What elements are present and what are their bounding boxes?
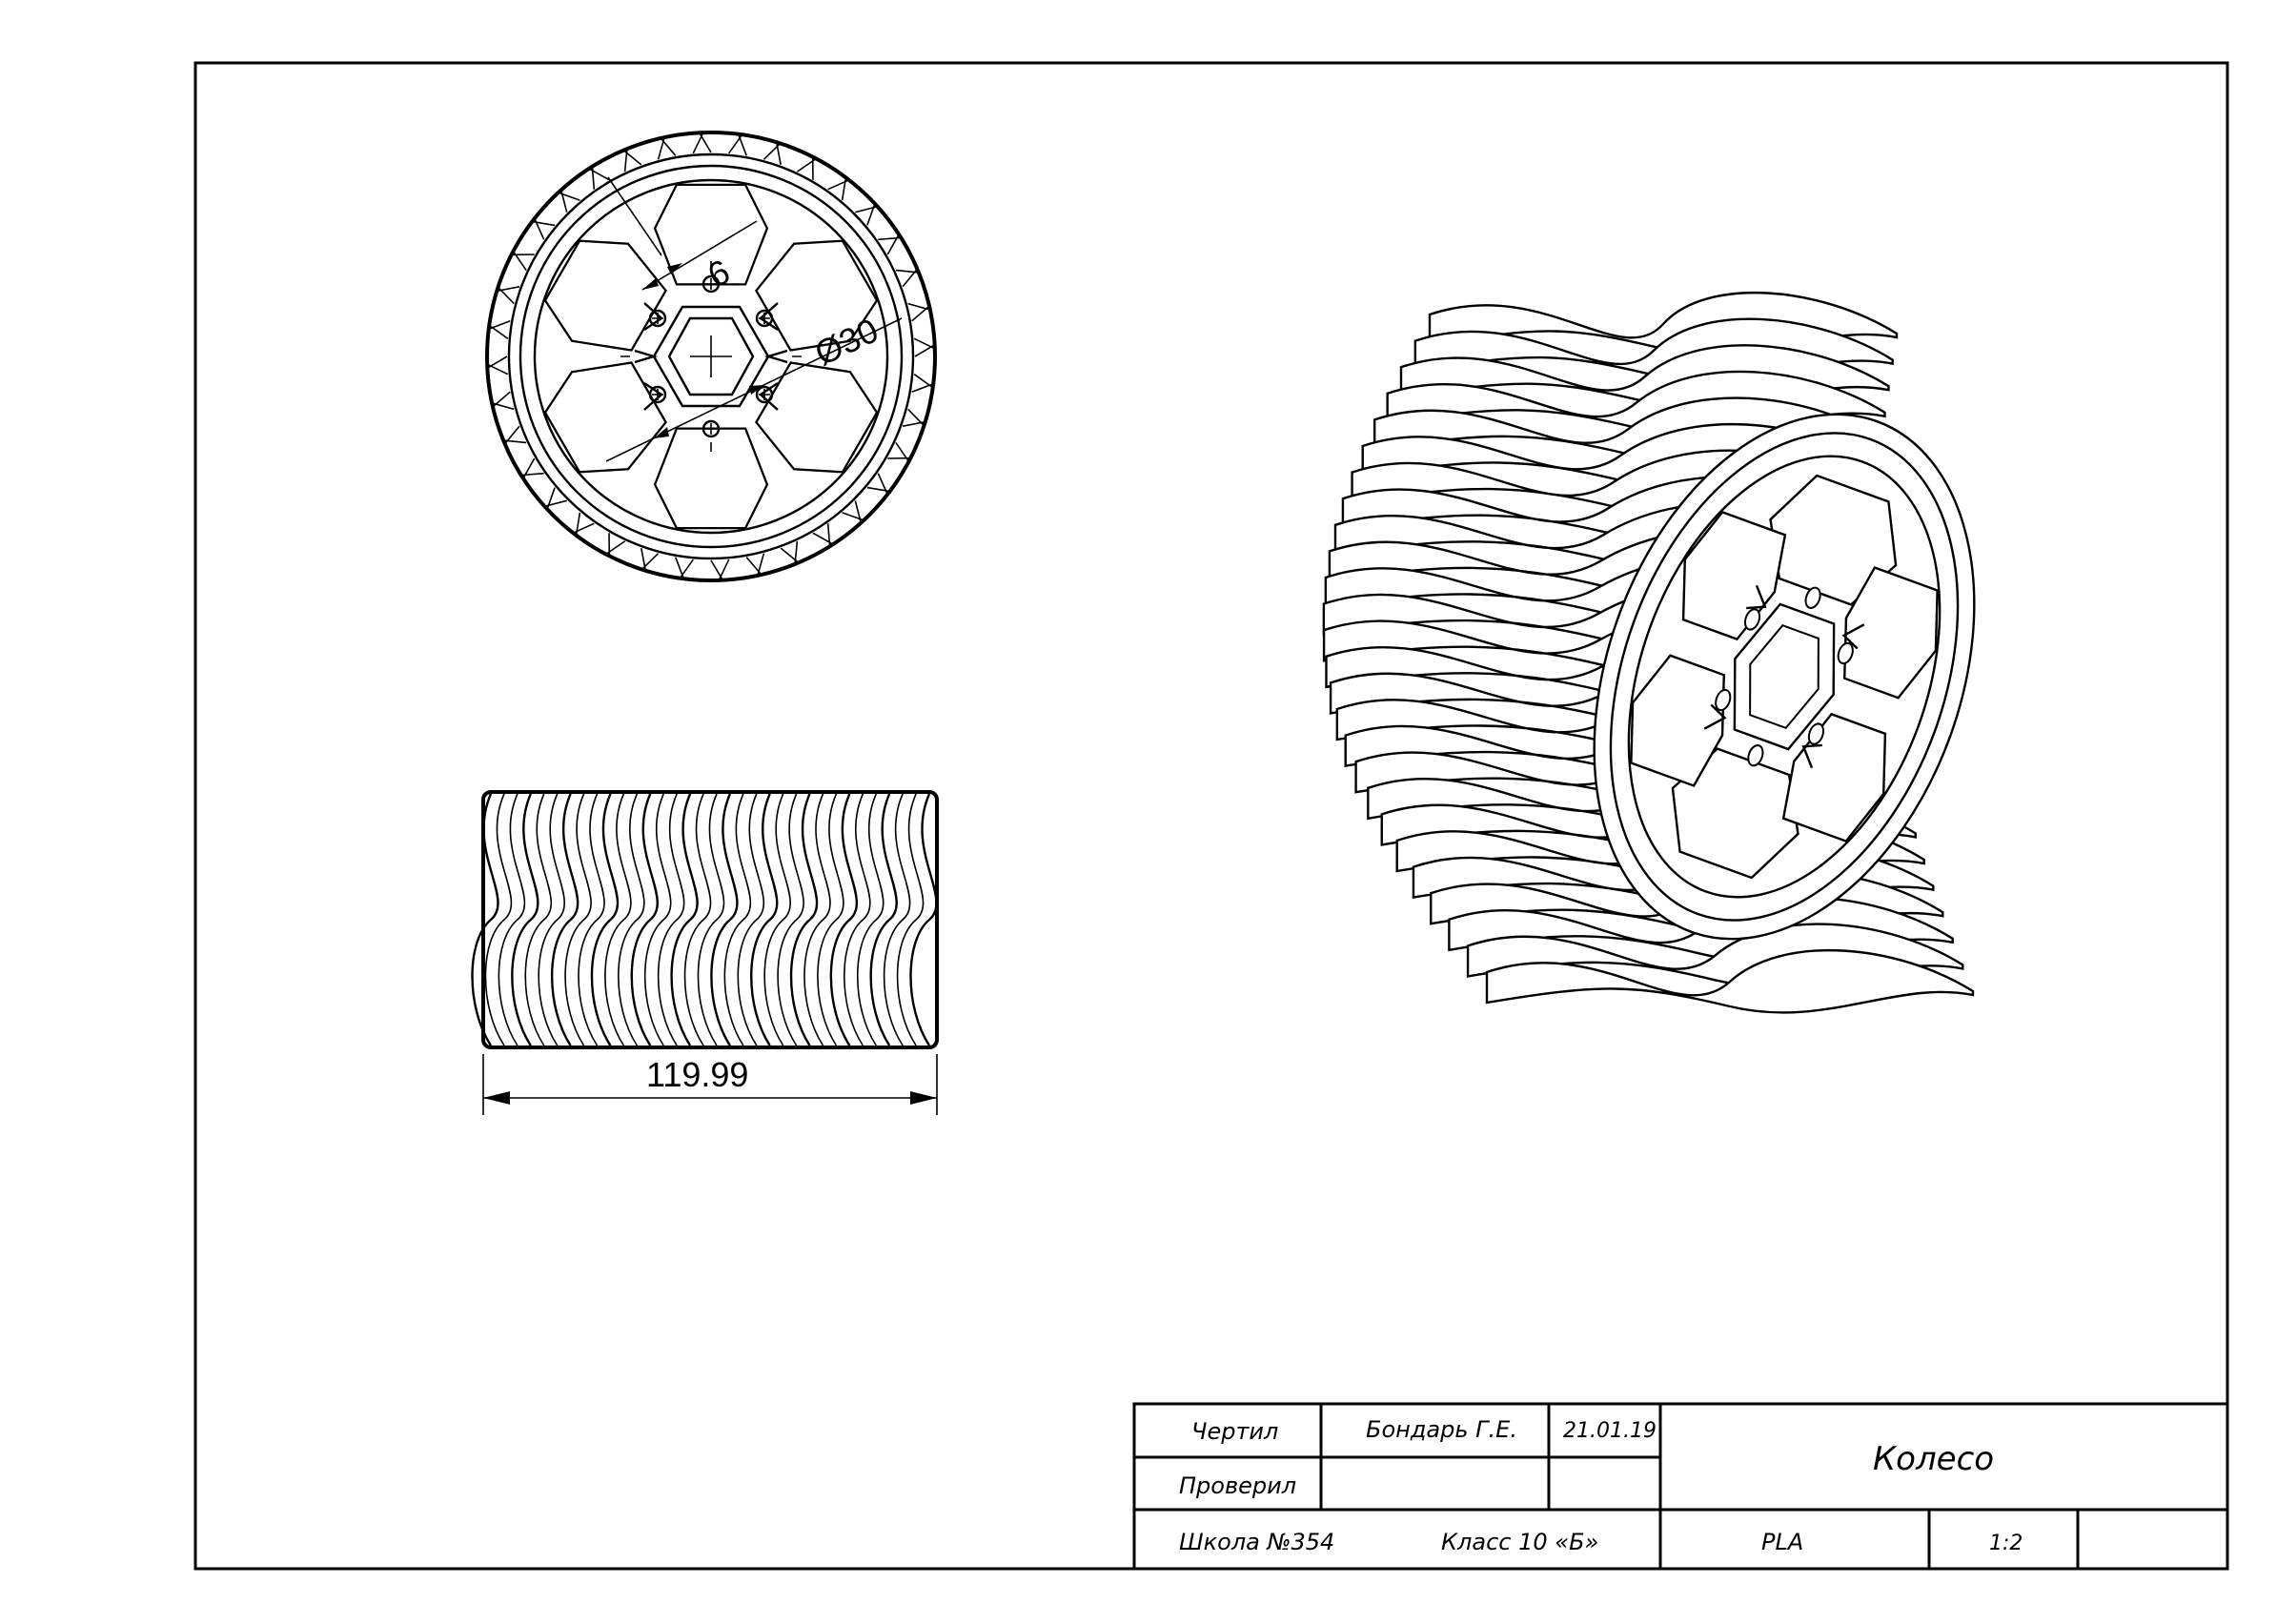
dimension-diameter: Ø30: [809, 311, 884, 374]
hub-hex-outer: [652, 305, 770, 408]
tread-wave-line: [604, 793, 632, 1046]
tread-wave-line: [630, 793, 659, 1046]
tread-wave-line: [817, 793, 844, 1046]
tread-wave-line: [737, 793, 765, 1046]
tread-fin: [1485, 948, 1975, 1014]
tread-wave-line: [670, 793, 699, 1046]
tread-wave-line: [471, 793, 499, 1046]
tread-wave-line: [883, 793, 911, 1046]
tread-wave-line: [498, 793, 526, 1046]
tread-wave-line: [750, 793, 779, 1046]
tread-wave-line: [777, 793, 804, 1046]
tread-outline: [481, 790, 939, 1049]
checked-label: Проверил: [1179, 1472, 1296, 1499]
iso-rim-inner: [1609, 432, 1960, 922]
tread-wave-line: [857, 793, 884, 1046]
tread-outer-circle: [485, 131, 937, 582]
tread-wave-line: [524, 793, 553, 1046]
tread-wave-line: [578, 793, 605, 1046]
class-name: Класс 10 «Б»: [1441, 1529, 1598, 1555]
tread-wave-line: [618, 793, 645, 1046]
tread-wave-line: [551, 793, 579, 1046]
hub-hex-inner: [667, 316, 755, 396]
tread-wave-line: [803, 793, 831, 1046]
tread-wave-line: [590, 793, 620, 1046]
title-block: [1132, 1402, 2229, 1571]
drawing-date: 21.01.19: [1563, 1419, 1657, 1443]
tread-wave-line: [564, 793, 592, 1046]
tread-wave-line: [710, 793, 739, 1046]
tread-waves: [471, 793, 938, 1046]
material: PLA: [1761, 1529, 1803, 1555]
iso-rim: [1593, 413, 1976, 941]
tread-wave-line: [829, 793, 859, 1046]
drawn-label: Чертил: [1191, 1418, 1278, 1445]
drawing-title: Колесо: [1873, 1440, 1994, 1478]
tread-wave-line: [723, 793, 752, 1046]
tread-wave-line: [538, 793, 565, 1046]
tread-wave-line: [909, 793, 938, 1046]
tread-wave-line: [789, 793, 819, 1046]
dimension-width: 119.99: [646, 1055, 748, 1094]
tread-wave-line: [697, 793, 725, 1046]
tread-wave-line: [484, 793, 513, 1046]
drawn-by: Бондарь Г.Е.: [1366, 1416, 1517, 1443]
tread-pattern: [487, 132, 935, 580]
front-view: [485, 131, 937, 582]
tread-wave-line: [657, 793, 685, 1046]
tread-wave-line: [869, 793, 898, 1046]
tread-wave-line: [763, 793, 791, 1046]
dimension-6-lines: [607, 176, 758, 291]
school-name: Школа №354: [1179, 1529, 1334, 1555]
rim-outer-circle: [518, 164, 904, 549]
side-view: [471, 790, 939, 1115]
scale: 1:2: [1989, 1532, 2023, 1555]
center-lines: [620, 261, 802, 452]
dimension-width-lines: [482, 1054, 938, 1115]
dimension-hex-size: 6: [701, 252, 735, 295]
tread-wave-line: [511, 793, 539, 1046]
tread-wave-line: [896, 793, 925, 1046]
rim-inner-circle: [533, 178, 889, 535]
tread-inner-circle: [507, 152, 915, 560]
tread-wave-line: [644, 793, 672, 1046]
isometric-view: [1322, 291, 1976, 1014]
tread-wave-line: [844, 793, 871, 1046]
tread-wave-line: [683, 793, 712, 1046]
screw-holes: [648, 274, 774, 438]
